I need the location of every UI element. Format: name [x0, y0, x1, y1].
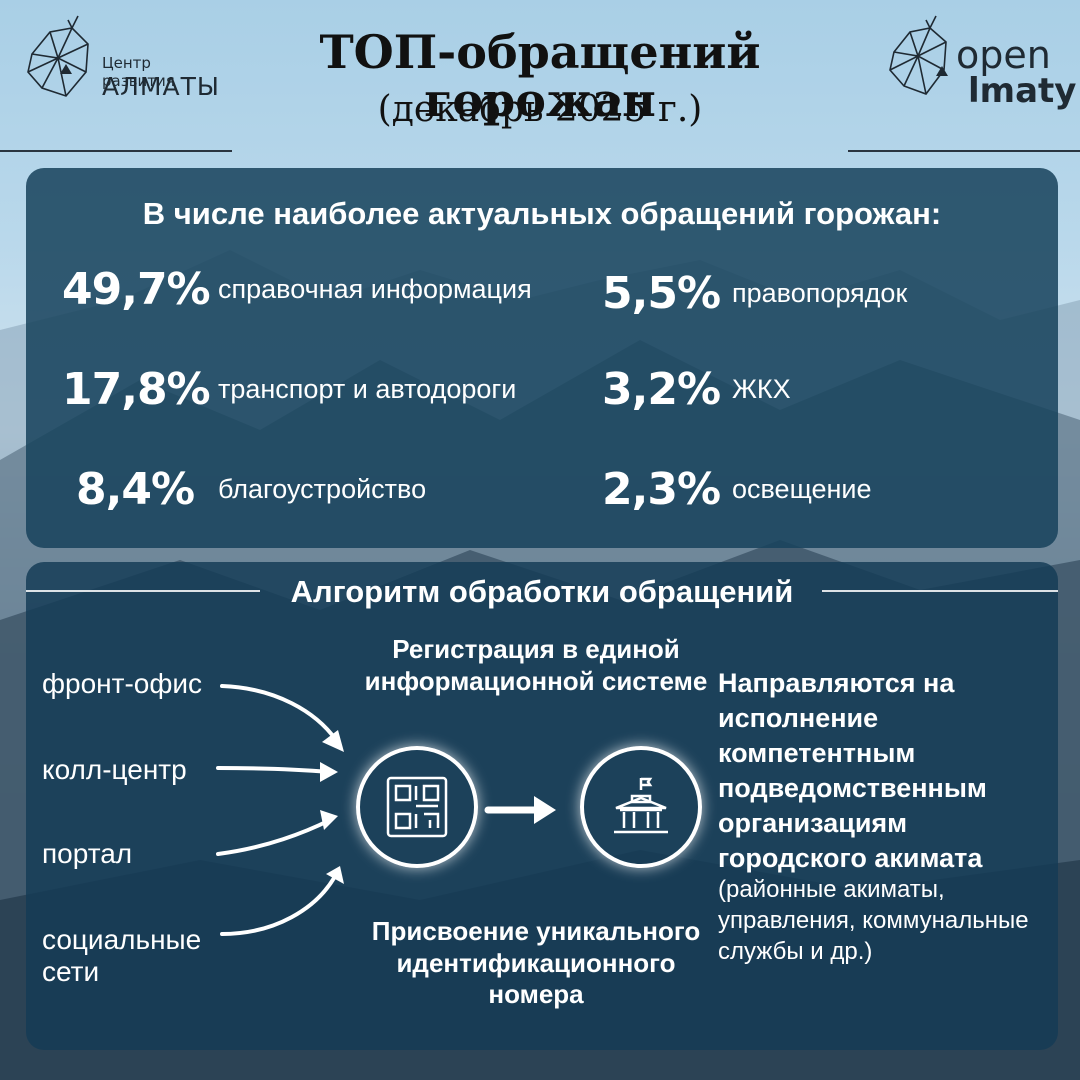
- heading-divider-right: [822, 590, 1058, 592]
- stat-label: справочная информация: [218, 274, 532, 304]
- source-item: фронт-офис: [42, 668, 203, 699]
- stat-percent: 17,8%: [62, 364, 211, 415]
- source-item: социальные сети: [42, 924, 202, 988]
- id-assignment-step: Присвоение уникального идентификационног…: [371, 916, 701, 1010]
- geometric-leopard-icon: [27, 15, 89, 97]
- arrow-right-icon: [484, 796, 556, 824]
- top-requests-panel: В числе наиболее актуальных обращений го…: [26, 168, 1058, 548]
- heading-divider-left: [26, 590, 260, 592]
- logo-open-text: open: [956, 33, 1051, 77]
- open-almaty-logo: open lmaty: [886, 12, 1076, 112]
- stat-label: освещение: [732, 474, 872, 504]
- stat-percent: 8,4%: [76, 464, 195, 515]
- algorithm-heading: Алгоритм обработки обращений: [290, 574, 794, 609]
- stat-label: транспорт и автодороги: [218, 374, 517, 404]
- source-item: колл-центр: [42, 754, 187, 785]
- stat-label: ЖКХ: [732, 374, 791, 404]
- stat-percent: 3,2%: [602, 364, 721, 415]
- centr-razvitiya-logo: Центр развития АЛМАТЫ: [22, 14, 222, 110]
- top-requests-heading: В числе наиболее актуальных обращений го…: [142, 196, 942, 231]
- stat-percent: 5,5%: [602, 268, 721, 319]
- algorithm-panel: Алгоритм обработки обращений фронт-офис …: [26, 562, 1058, 1050]
- stat-percent: 49,7%: [62, 264, 211, 315]
- logo-subtitle: Центр развития: [102, 54, 175, 90]
- logo-lmaty-text: lmaty: [968, 71, 1077, 111]
- organization-circle: [580, 746, 702, 868]
- stat-percent: 2,3%: [602, 464, 721, 515]
- qr-code-icon: [386, 776, 448, 838]
- registration-step: Регистрация в единой информационной сист…: [364, 634, 708, 696]
- page-subtitle: (декабрь 2025 г.): [377, 89, 703, 130]
- page-title: ТОП-обращений горожан: [319, 25, 761, 128]
- geometric-leopard-icon: [889, 15, 948, 95]
- source-item: портал: [42, 838, 133, 869]
- direction-note: (районные акиматы, управления, коммуналь…: [718, 876, 1029, 966]
- registration-circle: [356, 746, 478, 868]
- header-divider-left: [0, 150, 232, 152]
- government-building-icon: [614, 777, 668, 834]
- stat-label: правопорядок: [732, 278, 908, 308]
- stat-label: благоустройство: [218, 474, 427, 504]
- header-divider-right: [848, 150, 1080, 152]
- logo-name: АЛМАТЫ: [102, 72, 220, 101]
- direction-step: Направляются на исполнение компетентным …: [718, 668, 987, 874]
